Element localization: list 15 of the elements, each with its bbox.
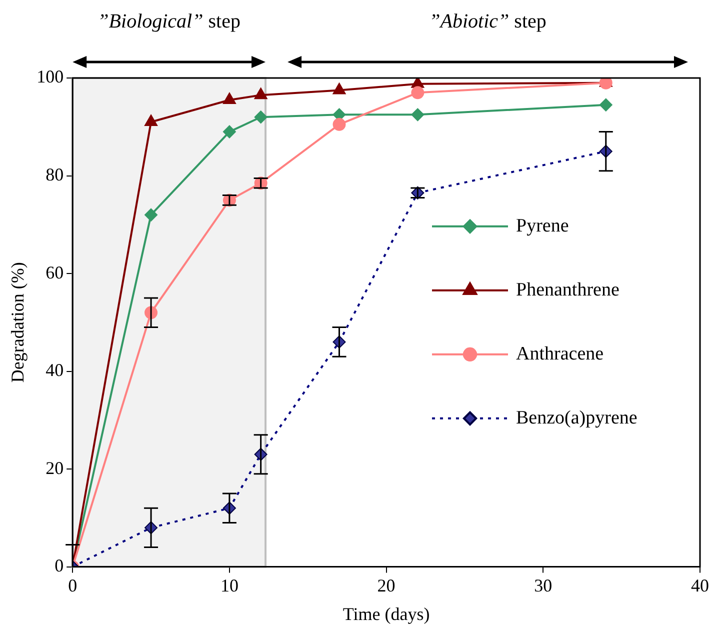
band-label: ”Biological” step [98, 10, 240, 32]
x-tick-label: 30 [534, 575, 552, 596]
x-tick-label: 10 [220, 575, 238, 596]
y-tick-label: 80 [46, 164, 64, 184]
y-tick-label: 100 [36, 66, 64, 87]
x-axis-title: Time (days) [342, 604, 430, 624]
y-tick-label: 40 [46, 360, 64, 380]
y-axis-title: Degradation (%) [8, 262, 28, 383]
y-tick-label: 20 [46, 458, 64, 478]
x-tick-label: 20 [377, 575, 396, 596]
text: ”Abiotic” step [429, 10, 546, 32]
x-tick-label: 40 [691, 575, 709, 596]
y-tick-label: 0 [54, 556, 64, 576]
y-tick-label: 60 [46, 262, 64, 282]
x-tick-label: 0 [68, 575, 78, 596]
